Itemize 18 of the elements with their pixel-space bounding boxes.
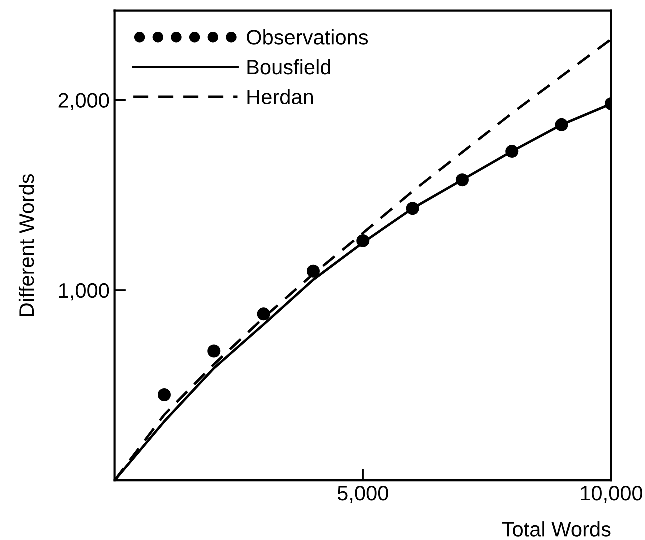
- point: [257, 308, 270, 321]
- y-axis-title: Different Words: [18, 174, 34, 316]
- point: [506, 145, 519, 158]
- point: [306, 264, 320, 278]
- legend-label: Bousfield: [248, 59, 330, 75]
- y-tick-label: 2,000: [58, 93, 110, 110]
- legend-label: Observations: [247, 30, 368, 45]
- x-tick-label: 5,000: [338, 486, 388, 504]
- point: [456, 174, 469, 187]
- point: [356, 234, 370, 248]
- x-tick-label: 10,000: [581, 486, 643, 504]
- legend-label: Herdan: [248, 89, 314, 105]
- y-tick-label: 1,000: [59, 283, 110, 301]
- point: [555, 118, 568, 132]
- x-axis-title: Total Words: [502, 522, 611, 537]
- point: [158, 388, 171, 402]
- point: [208, 344, 221, 358]
- point: [406, 202, 420, 216]
